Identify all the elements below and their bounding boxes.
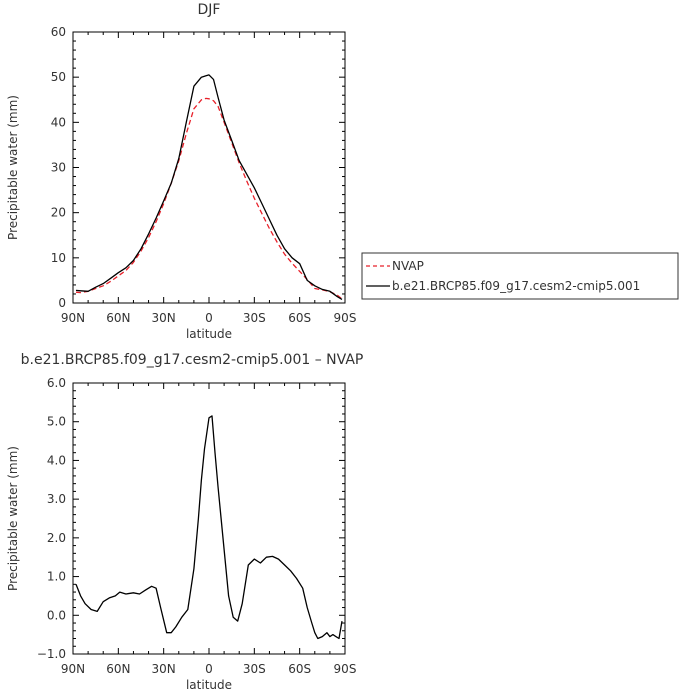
y-tick-label: 6.0 <box>47 376 66 390</box>
chart-bottom: b.e21.BRCP85.f09_g17.cesm2-cmip5.001 – N… <box>6 352 363 692</box>
x-tick-label: 60N <box>106 662 130 676</box>
y-tick-label: −1.0 <box>37 647 66 661</box>
y-tick-label: 30 <box>51 161 66 175</box>
y-ticks: −1.0 0.0 1.0 2.0 3.0 4.0 5.0 6.0 <box>37 376 345 661</box>
y-tick-label: 5.0 <box>47 415 66 429</box>
x-tick-label: 0 <box>205 311 213 325</box>
series-line-0 <box>75 415 343 640</box>
chart-title: DJF <box>198 2 221 18</box>
x-tick-label: 90S <box>334 311 357 325</box>
series-line-0 <box>75 97 343 300</box>
x-tick-label: 90N <box>61 311 85 325</box>
x-tick-label: 60S <box>288 662 311 676</box>
plot-frame <box>72 31 346 304</box>
series-group <box>75 74 343 300</box>
x-tick-label: 30N <box>152 311 176 325</box>
chart-top: DJF 0 10 20 30 40 50 60 90N 60N 30N 0 30S 60S 90S la… <box>6 2 356 341</box>
y-tick-label: 0 <box>58 296 66 310</box>
y-tick-label: 1.0 <box>47 570 66 584</box>
legend-box <box>361 252 679 300</box>
x-tick-label: 0 <box>205 662 213 676</box>
y-tick-label: 10 <box>51 251 66 265</box>
y-tick-label: 3.0 <box>47 492 66 506</box>
series-group <box>75 415 343 640</box>
legend-label-model: b.e21.BRCP85.f09_g17.cesm2-cmip5.001 <box>392 279 640 293</box>
x-tick-label: 90N <box>61 662 85 676</box>
y-tick-label: 50 <box>51 70 66 84</box>
y-axis-label: Precipitable water (mm) <box>6 95 20 240</box>
x-tick-label: 60S <box>288 311 311 325</box>
chart-title: b.e21.BRCP85.f09_g17.cesm2-cmip5.001 – N… <box>21 352 364 368</box>
y-tick-label: 20 <box>51 206 66 220</box>
legend-label-nvap: NVAP <box>392 259 424 273</box>
y-tick-label: 2.0 <box>47 531 66 545</box>
y-tick-label: 4.0 <box>47 453 66 467</box>
x-tick-label: 90S <box>334 662 357 676</box>
plot-frame <box>72 382 346 655</box>
x-tick-label: 60N <box>106 311 130 325</box>
legend: NVAP b.e21.BRCP85.f09_g17.cesm2-cmip5.00… <box>361 252 679 300</box>
y-tick-label: 60 <box>51 25 66 39</box>
x-tick-label: 30S <box>243 662 266 676</box>
series-line-1 <box>75 74 343 300</box>
x-tick-label: 30N <box>152 662 176 676</box>
y-tick-label: 40 <box>51 115 66 129</box>
x-axis-label: latitude <box>186 327 232 341</box>
x-axis-label: latitude <box>186 678 232 692</box>
x-ticks: 90N 60N 30N 0 30S 60S 90S <box>61 383 357 676</box>
x-tick-label: 30S <box>243 311 266 325</box>
x-ticks: 90N 60N 30N 0 30S 60S 90S <box>61 32 357 325</box>
y-axis-label: Precipitable water (mm) <box>6 446 20 591</box>
y-tick-label: 0.0 <box>47 608 66 622</box>
